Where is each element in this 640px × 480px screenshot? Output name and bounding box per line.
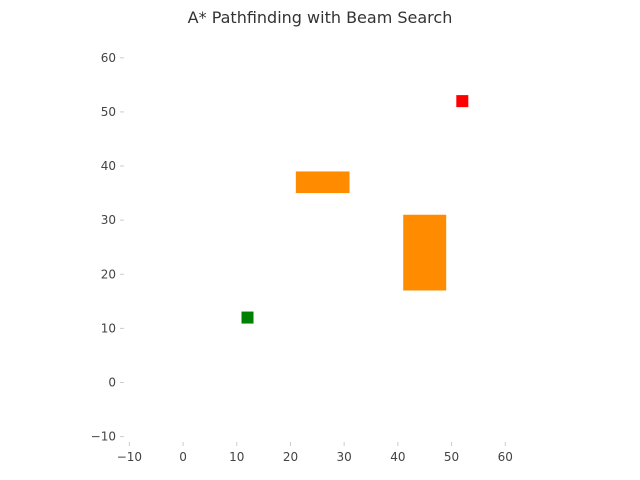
obstacles — [295, 171, 447, 291]
x-tick-label: 10 — [229, 450, 244, 464]
axes: −10 0 10 20 30 40 50 60 −10 0 10 20 30 40 50 60 — [91, 51, 513, 464]
y-tick-label: −10 — [91, 430, 116, 444]
y-tick-label: 30 — [101, 213, 116, 227]
markers — [241, 95, 469, 324]
obstacle — [403, 214, 447, 291]
x-tick-label: 0 — [179, 450, 187, 464]
x-tick-label: 20 — [283, 450, 298, 464]
obstacle — [295, 171, 350, 194]
x-tick-label: −10 — [117, 450, 142, 464]
x-tick-label: 50 — [444, 450, 459, 464]
y-tick-label: 40 — [101, 159, 116, 173]
chart-title: A* Pathfinding with Beam Search — [188, 8, 453, 27]
y-tick-label: 60 — [101, 51, 116, 65]
x-tick-label: 30 — [337, 450, 352, 464]
y-tick-label: 20 — [101, 267, 116, 281]
start-marker — [241, 311, 254, 324]
x-tick-label: 60 — [498, 450, 513, 464]
x-tick-label: 40 — [390, 450, 405, 464]
goal-marker — [456, 95, 469, 108]
y-tick-label: 50 — [101, 105, 116, 119]
y-tick-label: 0 — [108, 375, 116, 389]
y-tick-label: 10 — [101, 321, 116, 335]
